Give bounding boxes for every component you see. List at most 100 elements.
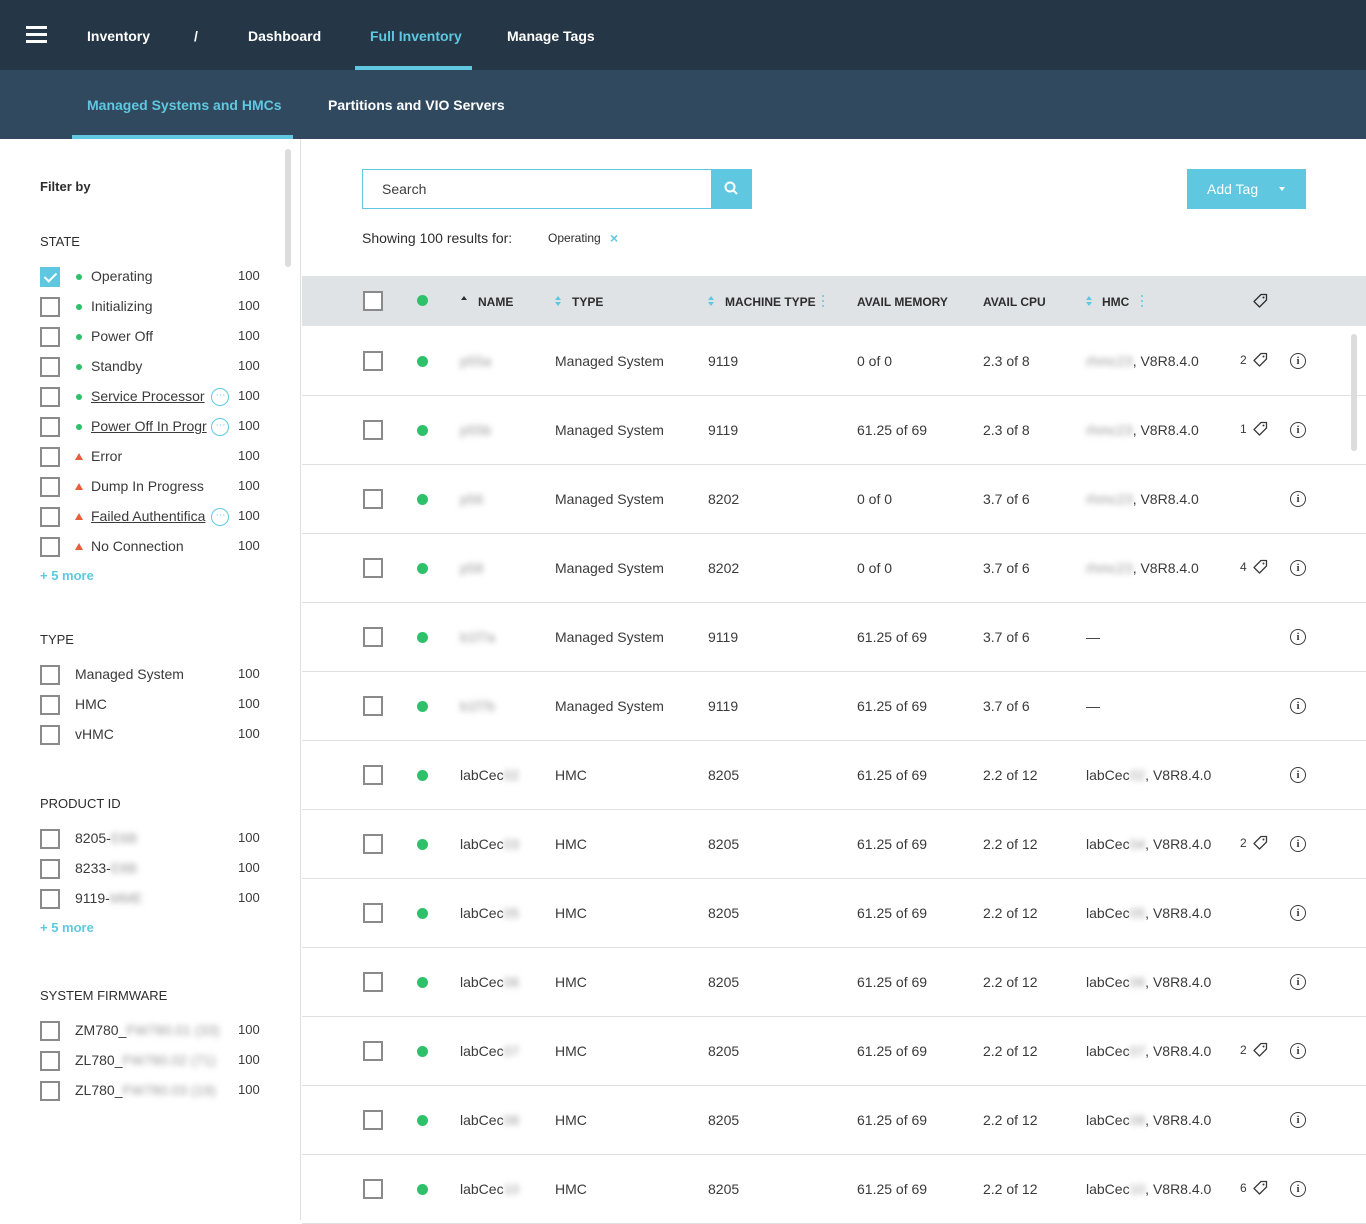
more-options-icon[interactable]: ⋯ xyxy=(211,418,229,436)
row-checkbox[interactable] xyxy=(363,351,383,371)
filter-checkbox[interactable] xyxy=(40,267,60,287)
filter-label[interactable]: Power Off In Progr xyxy=(91,418,207,434)
info-icon[interactable]: i xyxy=(1290,1181,1306,1197)
filter-row[interactable]: Power Off In Progr ⋯ 100 xyxy=(40,416,270,438)
info-icon[interactable]: i xyxy=(1290,1112,1306,1128)
tag-icon[interactable] xyxy=(1252,1180,1268,1196)
nav-manage-tags[interactable]: Manage Tags xyxy=(507,28,595,44)
column-menu-icon[interactable] xyxy=(1140,293,1144,309)
table-row[interactable]: labCec07 HMC 8205 61.25 of 69 2.2 of 12 labCe… xyxy=(302,1017,1366,1086)
cell-name[interactable]: labCec08 xyxy=(460,1112,519,1128)
row-checkbox[interactable] xyxy=(363,1179,383,1199)
info-icon[interactable]: i xyxy=(1290,698,1306,714)
filter-checkbox[interactable] xyxy=(40,695,60,715)
tag-icon[interactable] xyxy=(1252,835,1268,851)
header-name[interactable]: NAME xyxy=(478,295,514,309)
sort-name-icon[interactable] xyxy=(461,295,467,307)
tab-managed-systems[interactable]: Managed Systems and HMCs xyxy=(87,97,282,113)
filter-checkbox[interactable] xyxy=(40,829,60,849)
header-type[interactable]: TYPE xyxy=(572,295,604,309)
filter-row[interactable]: vHMC 100 xyxy=(40,724,270,746)
filter-row[interactable]: Operating 100 xyxy=(40,266,270,288)
state-more-link[interactable]: + 5 more xyxy=(40,568,94,583)
table-row[interactable]: p56 Managed System 8202 0 of 0 3.7 of 6 rhmc2… xyxy=(302,465,1366,534)
filter-row[interactable]: No Connection 100 xyxy=(40,536,270,558)
filter-label[interactable]: Service Processor xyxy=(91,388,205,404)
row-checkbox[interactable] xyxy=(363,1041,383,1061)
filter-checkbox[interactable] xyxy=(40,1021,60,1041)
filter-row[interactable]: 9119-MME 100 xyxy=(40,888,270,910)
table-row[interactable]: labCec06 HMC 8205 61.25 of 69 2.2 of 12 labCe… xyxy=(302,948,1366,1017)
table-row[interactable]: labCec03 HMC 8205 61.25 of 69 2.2 of 12 labCe… xyxy=(302,810,1366,879)
filter-row[interactable]: Initializing 100 xyxy=(40,296,270,318)
row-checkbox[interactable] xyxy=(363,558,383,578)
table-row[interactable]: p55b Managed System 9119 61.25 of 69 2.3 of … xyxy=(302,396,1366,465)
select-all-checkbox[interactable] xyxy=(363,291,383,311)
info-icon[interactable]: i xyxy=(1290,974,1306,990)
cell-name[interactable]: p56 xyxy=(460,491,483,507)
filter-row[interactable]: HMC 100 xyxy=(40,694,270,716)
filter-checkbox[interactable] xyxy=(40,1051,60,1071)
table-row[interactable]: labCec10 HMC 8205 61.25 of 69 2.2 of 12 labCe… xyxy=(302,1155,1366,1224)
filter-chip-operating[interactable]: Operating xyxy=(548,231,601,245)
sort-hmc-icon[interactable] xyxy=(1086,295,1092,307)
filter-row[interactable]: Managed System 100 xyxy=(40,664,270,686)
menu-icon[interactable] xyxy=(26,25,48,45)
table-row[interactable]: labCec08 HMC 8205 61.25 of 69 2.2 of 12 labCe… xyxy=(302,1086,1366,1155)
info-icon[interactable]: i xyxy=(1290,560,1306,576)
filter-checkbox[interactable] xyxy=(40,859,60,879)
search-input[interactable] xyxy=(363,170,711,208)
table-row[interactable]: b1f7b Managed System 9119 61.25 of 69 3.7 of… xyxy=(302,672,1366,741)
cell-name[interactable]: labCec07 xyxy=(460,1043,519,1059)
table-row[interactable]: p58 Managed System 8202 0 of 0 3.7 of 6 rhmc2… xyxy=(302,534,1366,603)
filter-row[interactable]: ZM780_FW780.01 (33) 100 xyxy=(40,1020,270,1042)
filter-checkbox[interactable] xyxy=(40,327,60,347)
filter-label[interactable]: Failed Authentifica xyxy=(91,508,205,524)
cell-name[interactable]: labCec06 xyxy=(460,974,519,990)
row-checkbox[interactable] xyxy=(363,834,383,854)
tag-icon[interactable] xyxy=(1252,421,1268,437)
filter-row[interactable]: Dump In Progress 100 xyxy=(40,476,270,498)
row-checkbox[interactable] xyxy=(363,765,383,785)
filter-checkbox[interactable] xyxy=(40,889,60,909)
cell-name[interactable]: b1f7a xyxy=(460,629,495,645)
sidebar-scrollbar[interactable] xyxy=(285,149,291,267)
table-row[interactable]: p55a Managed System 9119 0 of 0 2.3 of 8 rhmc… xyxy=(302,327,1366,396)
cell-name[interactable]: labCec10 xyxy=(460,1181,519,1197)
header-hmc[interactable]: HMC xyxy=(1102,295,1130,309)
nav-full-inventory[interactable]: Full Inventory xyxy=(370,28,462,44)
table-row[interactable]: b1f7a Managed System 9119 61.25 of 69 3.7 of… xyxy=(302,603,1366,672)
filter-row[interactable]: Standby 100 xyxy=(40,356,270,378)
filter-checkbox[interactable] xyxy=(40,297,60,317)
row-checkbox[interactable] xyxy=(363,489,383,509)
filter-row[interactable]: Failed Authentifica ⋯ 100 xyxy=(40,506,270,528)
row-checkbox[interactable] xyxy=(363,696,383,716)
cell-name[interactable]: labCec02 xyxy=(460,767,519,783)
filter-row[interactable]: ZL780_FW780.02 (71) 100 xyxy=(40,1050,270,1072)
close-icon[interactable]: × xyxy=(610,230,619,246)
info-icon[interactable]: i xyxy=(1290,1043,1306,1059)
header-avail-cpu[interactable]: AVAIL CPU xyxy=(983,295,1046,309)
more-options-icon[interactable]: ⋯ xyxy=(211,388,229,406)
filter-checkbox[interactable] xyxy=(40,507,60,527)
info-icon[interactable]: i xyxy=(1290,836,1306,852)
table-scrollbar[interactable] xyxy=(1351,334,1357,451)
filter-checkbox[interactable] xyxy=(40,477,60,497)
info-icon[interactable]: i xyxy=(1290,491,1306,507)
info-icon[interactable]: i xyxy=(1290,353,1306,369)
table-row[interactable]: labCec05 HMC 8205 61.25 of 69 2.2 of 12 labCe… xyxy=(302,879,1366,948)
row-checkbox[interactable] xyxy=(363,627,383,647)
filter-checkbox[interactable] xyxy=(40,725,60,745)
filter-row[interactable]: Service Processor ⋯ 100 xyxy=(40,386,270,408)
cell-name[interactable]: p55a xyxy=(460,353,491,369)
column-menu-icon[interactable] xyxy=(821,293,825,309)
tag-icon[interactable] xyxy=(1252,1042,1268,1058)
product-more-link[interactable]: + 5 more xyxy=(40,920,94,935)
cell-name[interactable]: b1f7b xyxy=(460,698,495,714)
filter-checkbox[interactable] xyxy=(40,1081,60,1101)
info-icon[interactable]: i xyxy=(1290,767,1306,783)
nav-inventory[interactable]: Inventory xyxy=(87,28,151,44)
filter-row[interactable]: 8233-E8B 100 xyxy=(40,858,270,880)
cell-name[interactable]: p55b xyxy=(460,422,491,438)
filter-row[interactable]: Power Off 100 xyxy=(40,326,270,348)
